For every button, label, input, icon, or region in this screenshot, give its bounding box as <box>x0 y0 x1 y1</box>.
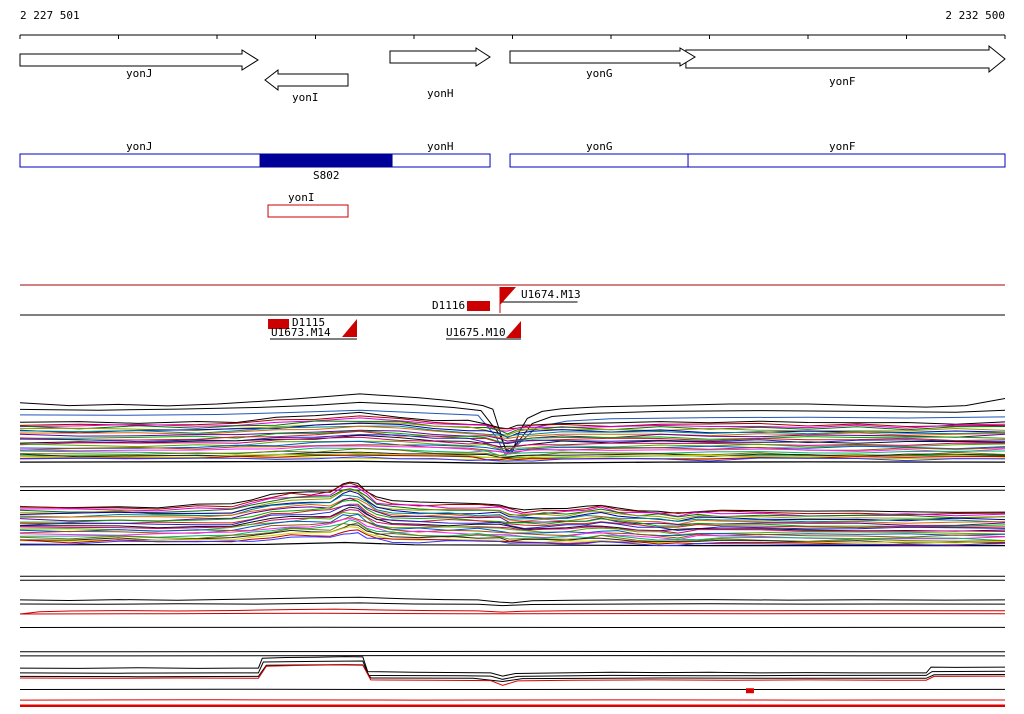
annotation-box-segment-S802[interactable] <box>259 153 393 168</box>
feature-U1674-flag[interactable] <box>500 287 516 305</box>
profile-track-1-line-2 <box>19 409 1006 456</box>
feature-label-D1115: D1115 <box>292 316 326 329</box>
profile-track-1-profile-line <box>19 411 1006 430</box>
gene-arrow-label-yonI: yonI <box>292 91 319 104</box>
profile-track-2-profile-line <box>19 519 1006 542</box>
feature-box-label-yonI: yonI <box>288 191 315 204</box>
gene-arrow-yonJ[interactable] <box>19 49 259 71</box>
profile-track-2-line-2 <box>19 541 1005 547</box>
feature-label-U1674: U1674.M13 <box>521 288 581 301</box>
gene-arrow-label-yonG: yonG <box>586 67 613 80</box>
profile-track-2-profile-line <box>19 504 1006 532</box>
profile-track-1-profile-line <box>19 445 1006 454</box>
feature-label-U1675: U1675.M10 <box>446 326 506 339</box>
segment-label-S802: S802 <box>313 169 340 182</box>
profile-track-2-profile-line <box>19 522 1006 542</box>
feature-label-U1673: U1673.M14 <box>271 326 331 339</box>
profile-track-3-line-2 <box>19 596 1006 604</box>
profile-track-2-profile-line <box>19 482 1006 516</box>
gene-arrow-label-yonF: yonF <box>829 75 856 88</box>
profile-track-2-profile-line <box>19 497 1006 525</box>
gene-arrow-yonI[interactable] <box>264 68 349 92</box>
profile-track-1-profile-line <box>19 434 1006 448</box>
gene-arrow-yonG[interactable] <box>509 47 696 67</box>
feature-D1115[interactable] <box>268 319 290 329</box>
profile-track-4-line-4 <box>19 664 1006 683</box>
profile-track-2-profile-line <box>19 489 1006 520</box>
feature-D1116[interactable] <box>466 301 490 311</box>
annotation-box-yonG-yonF-region[interactable] <box>509 153 1006 168</box>
annotation-box-yonI-feature[interactable] <box>267 204 349 218</box>
profile-track-2-profile-line <box>19 513 1006 537</box>
profile-track-4-line-2 <box>19 656 1006 677</box>
box-label-yonJ: yonJ <box>126 140 153 153</box>
profile-track-2-profile-line <box>20 494 1006 523</box>
profile-track-2-profile-line <box>19 509 1006 534</box>
profile-track-1-profile-line <box>19 447 1006 457</box>
profile-track-1-profile-line <box>19 429 1006 442</box>
profile-track-1-profile-line <box>19 451 1006 459</box>
profile-track-1-profile-line <box>19 415 1006 430</box>
profile-track-1-line-1 <box>19 401 1006 454</box>
gene-arrow-label-yonH: yonH <box>427 87 454 100</box>
profile-track-3-line-5 <box>19 612 1006 615</box>
profile-track-4-marker <box>745 688 754 694</box>
box-label-yonF: yonF <box>829 140 856 153</box>
feature-U1675-flag[interactable] <box>506 321 521 338</box>
profile-track-3-line-3 <box>19 602 1006 607</box>
profile-track-1-profile-line <box>19 417 1006 432</box>
profile-track-2-profile-line <box>19 485 1006 517</box>
gene-arrow-yonH[interactable] <box>389 47 491 67</box>
profile-track-2-profile-line <box>19 481 1006 514</box>
profile-track-2-profile-line <box>20 506 1006 532</box>
region-end-coordinate: 2 232 500 <box>945 9 1005 22</box>
profile-track-3-line-4 <box>19 608 1006 615</box>
profile-track-1-profile-line <box>19 447 1006 457</box>
box-label-yonH: yonH <box>427 140 454 153</box>
profile-track-1-profile-line <box>19 456 1006 462</box>
profile-track-1-line-5 <box>19 460 1006 464</box>
profile-track-4-line-3 <box>19 660 1006 680</box>
profile-track-1-profile-line <box>19 425 1006 438</box>
annotation-box-yonJ-yonH-region[interactable] <box>19 153 491 168</box>
gene-arrow-label-yonJ: yonJ <box>126 67 153 80</box>
profile-track-1-line-0 <box>19 393 1006 453</box>
profile-track-1-profile-line <box>19 420 1006 435</box>
profile-track-1-profile-line <box>19 422 1006 436</box>
profile-track-2-profile-line <box>19 503 1006 529</box>
gene-arrow-yonF[interactable] <box>685 44 1006 74</box>
profile-track-2-profile-line <box>19 524 1006 544</box>
region-start-coordinate: 2 227 501 <box>20 9 80 22</box>
profile-track-4-line-5 <box>19 664 1006 686</box>
feature-U1673-flag[interactable] <box>342 319 357 337</box>
box-label-yonG: yonG <box>586 140 613 153</box>
profile-track-1-profile-line <box>19 440 1006 452</box>
profile-track-1-profile-line <box>19 425 1006 440</box>
feature-label-D1116: D1116 <box>432 299 466 312</box>
profile-track-2-profile-line <box>19 490 1006 522</box>
profile-track-2-profile-line <box>19 532 1006 547</box>
